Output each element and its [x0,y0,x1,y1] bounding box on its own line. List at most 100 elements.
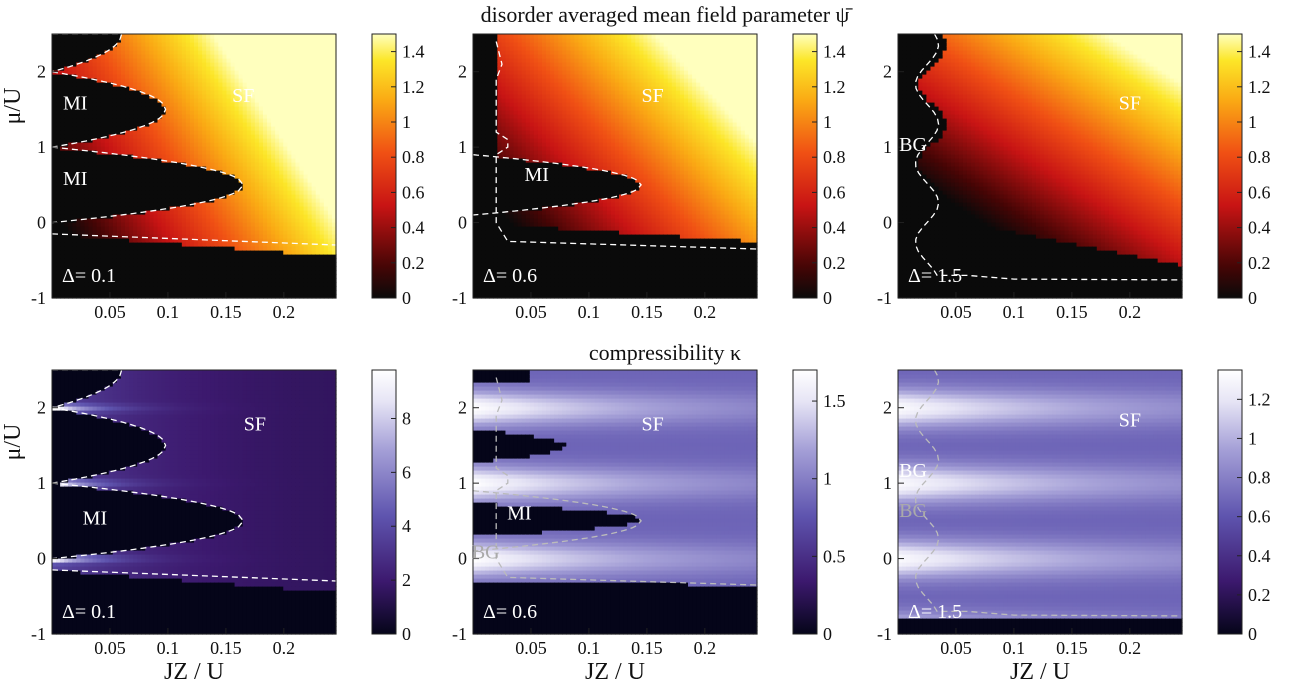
heatmap-cell [89,70,94,75]
heatmap-cell [113,86,118,91]
heatmap-cell [97,170,102,175]
heatmap-cell [113,142,118,147]
heatmap-cell [60,258,65,263]
heatmap-cell [89,62,94,67]
heatmap-cell [89,198,94,203]
heatmap-cell [113,242,118,247]
heatmap-cell [80,130,85,135]
heatmap-cell [76,154,81,159]
heatmap-cell [84,258,89,263]
heatmap-cell [72,82,77,87]
heatmap-cell [105,34,110,39]
heatmap-cell [72,122,77,127]
heatmap-cell [89,254,94,259]
heatmap-cell [84,38,89,43]
heatmap-cell [52,126,57,131]
heatmap-cell [80,194,85,199]
heatmap-cell [56,238,61,243]
heatmap-cell [72,214,77,219]
heatmap-cell [60,74,65,79]
heatmap-cell [76,254,81,259]
heatmap-cell [72,230,77,235]
heatmap-cell [68,158,73,163]
heatmap-cell [117,282,122,287]
heatmap-cell [52,198,57,203]
heatmap-cell [101,186,106,191]
heatmap-cell [105,110,110,115]
heatmap-cell [80,118,85,123]
heatmap-cell [52,274,57,279]
heatmap-cell [84,50,89,55]
heatmap-cell [60,38,65,43]
heatmap-cell [52,62,57,67]
heatmap-cell [101,226,106,231]
heatmap-cell [113,246,118,251]
heatmap-cell [89,246,94,251]
heatmap-cell [109,218,114,223]
heatmap-cell [56,38,61,43]
heatmap-cell [56,54,61,59]
heatmap-cell [80,134,85,139]
heatmap-cell [105,126,110,131]
heatmap-cell [105,178,110,183]
heatmap-cell [72,158,77,163]
heatmap-cell [105,238,110,243]
heatmap-cell [109,194,114,199]
heatmap-cell [84,82,89,87]
heatmap-cell [76,258,81,263]
heatmap-cell [76,190,81,195]
heatmap-cell [97,134,102,139]
heatmap-cell [89,230,94,235]
heatmap-cell [68,134,73,139]
heatmap-cell [117,250,122,255]
heatmap-cell [64,246,69,251]
heatmap-cell [89,174,94,179]
heatmap-cell [101,138,106,143]
heatmap-cell [97,218,102,223]
heatmap-cell [56,74,61,79]
heatmap-cell [80,78,85,83]
heatmap-cell [68,222,73,227]
heatmap-cell [105,142,110,147]
heatmap-cell [105,198,110,203]
heatmap-cell [105,38,110,43]
heatmap-cell [93,246,98,251]
heatmap-cell [76,226,81,231]
heatmap-cell [97,106,102,111]
heatmap-cell [113,110,118,115]
heatmap-cell [72,190,77,195]
heatmap-cell [72,198,77,203]
heatmap-cell [72,194,77,199]
heatmap-cell [76,162,81,167]
heatmap-cell [89,170,94,175]
heatmap-cell [80,190,85,195]
heatmap-cell [109,166,114,171]
heatmap-cell [64,42,69,47]
heatmap-cell [109,70,114,75]
heatmap-cell [80,158,85,163]
heatmap-cell [93,234,98,239]
heatmap-cell [113,230,118,235]
heatmap-cell [97,190,102,195]
heatmap-cell [68,122,73,127]
heatmap-cell [64,126,69,131]
heatmap-cell [105,154,110,159]
heatmap-cell [105,94,110,99]
heatmap-cell [72,154,77,159]
heatmap-cell [60,122,65,127]
heatmap-cell [113,206,118,211]
heatmap-cell [97,118,102,123]
heatmap-cell [72,54,77,59]
heatmap-cell [80,58,85,63]
heatmap-cell [52,238,57,243]
heatmap-cell [68,118,73,123]
heatmap-cell [105,98,110,103]
heatmap-cell [84,46,89,51]
heatmap-cell [60,290,65,295]
heatmap-cell [84,190,89,195]
heatmap-cell [56,150,61,155]
heatmap-cell [76,46,81,51]
heatmap-cell [93,158,98,163]
heatmap-cell [56,46,61,51]
heatmap-cell [93,46,98,51]
